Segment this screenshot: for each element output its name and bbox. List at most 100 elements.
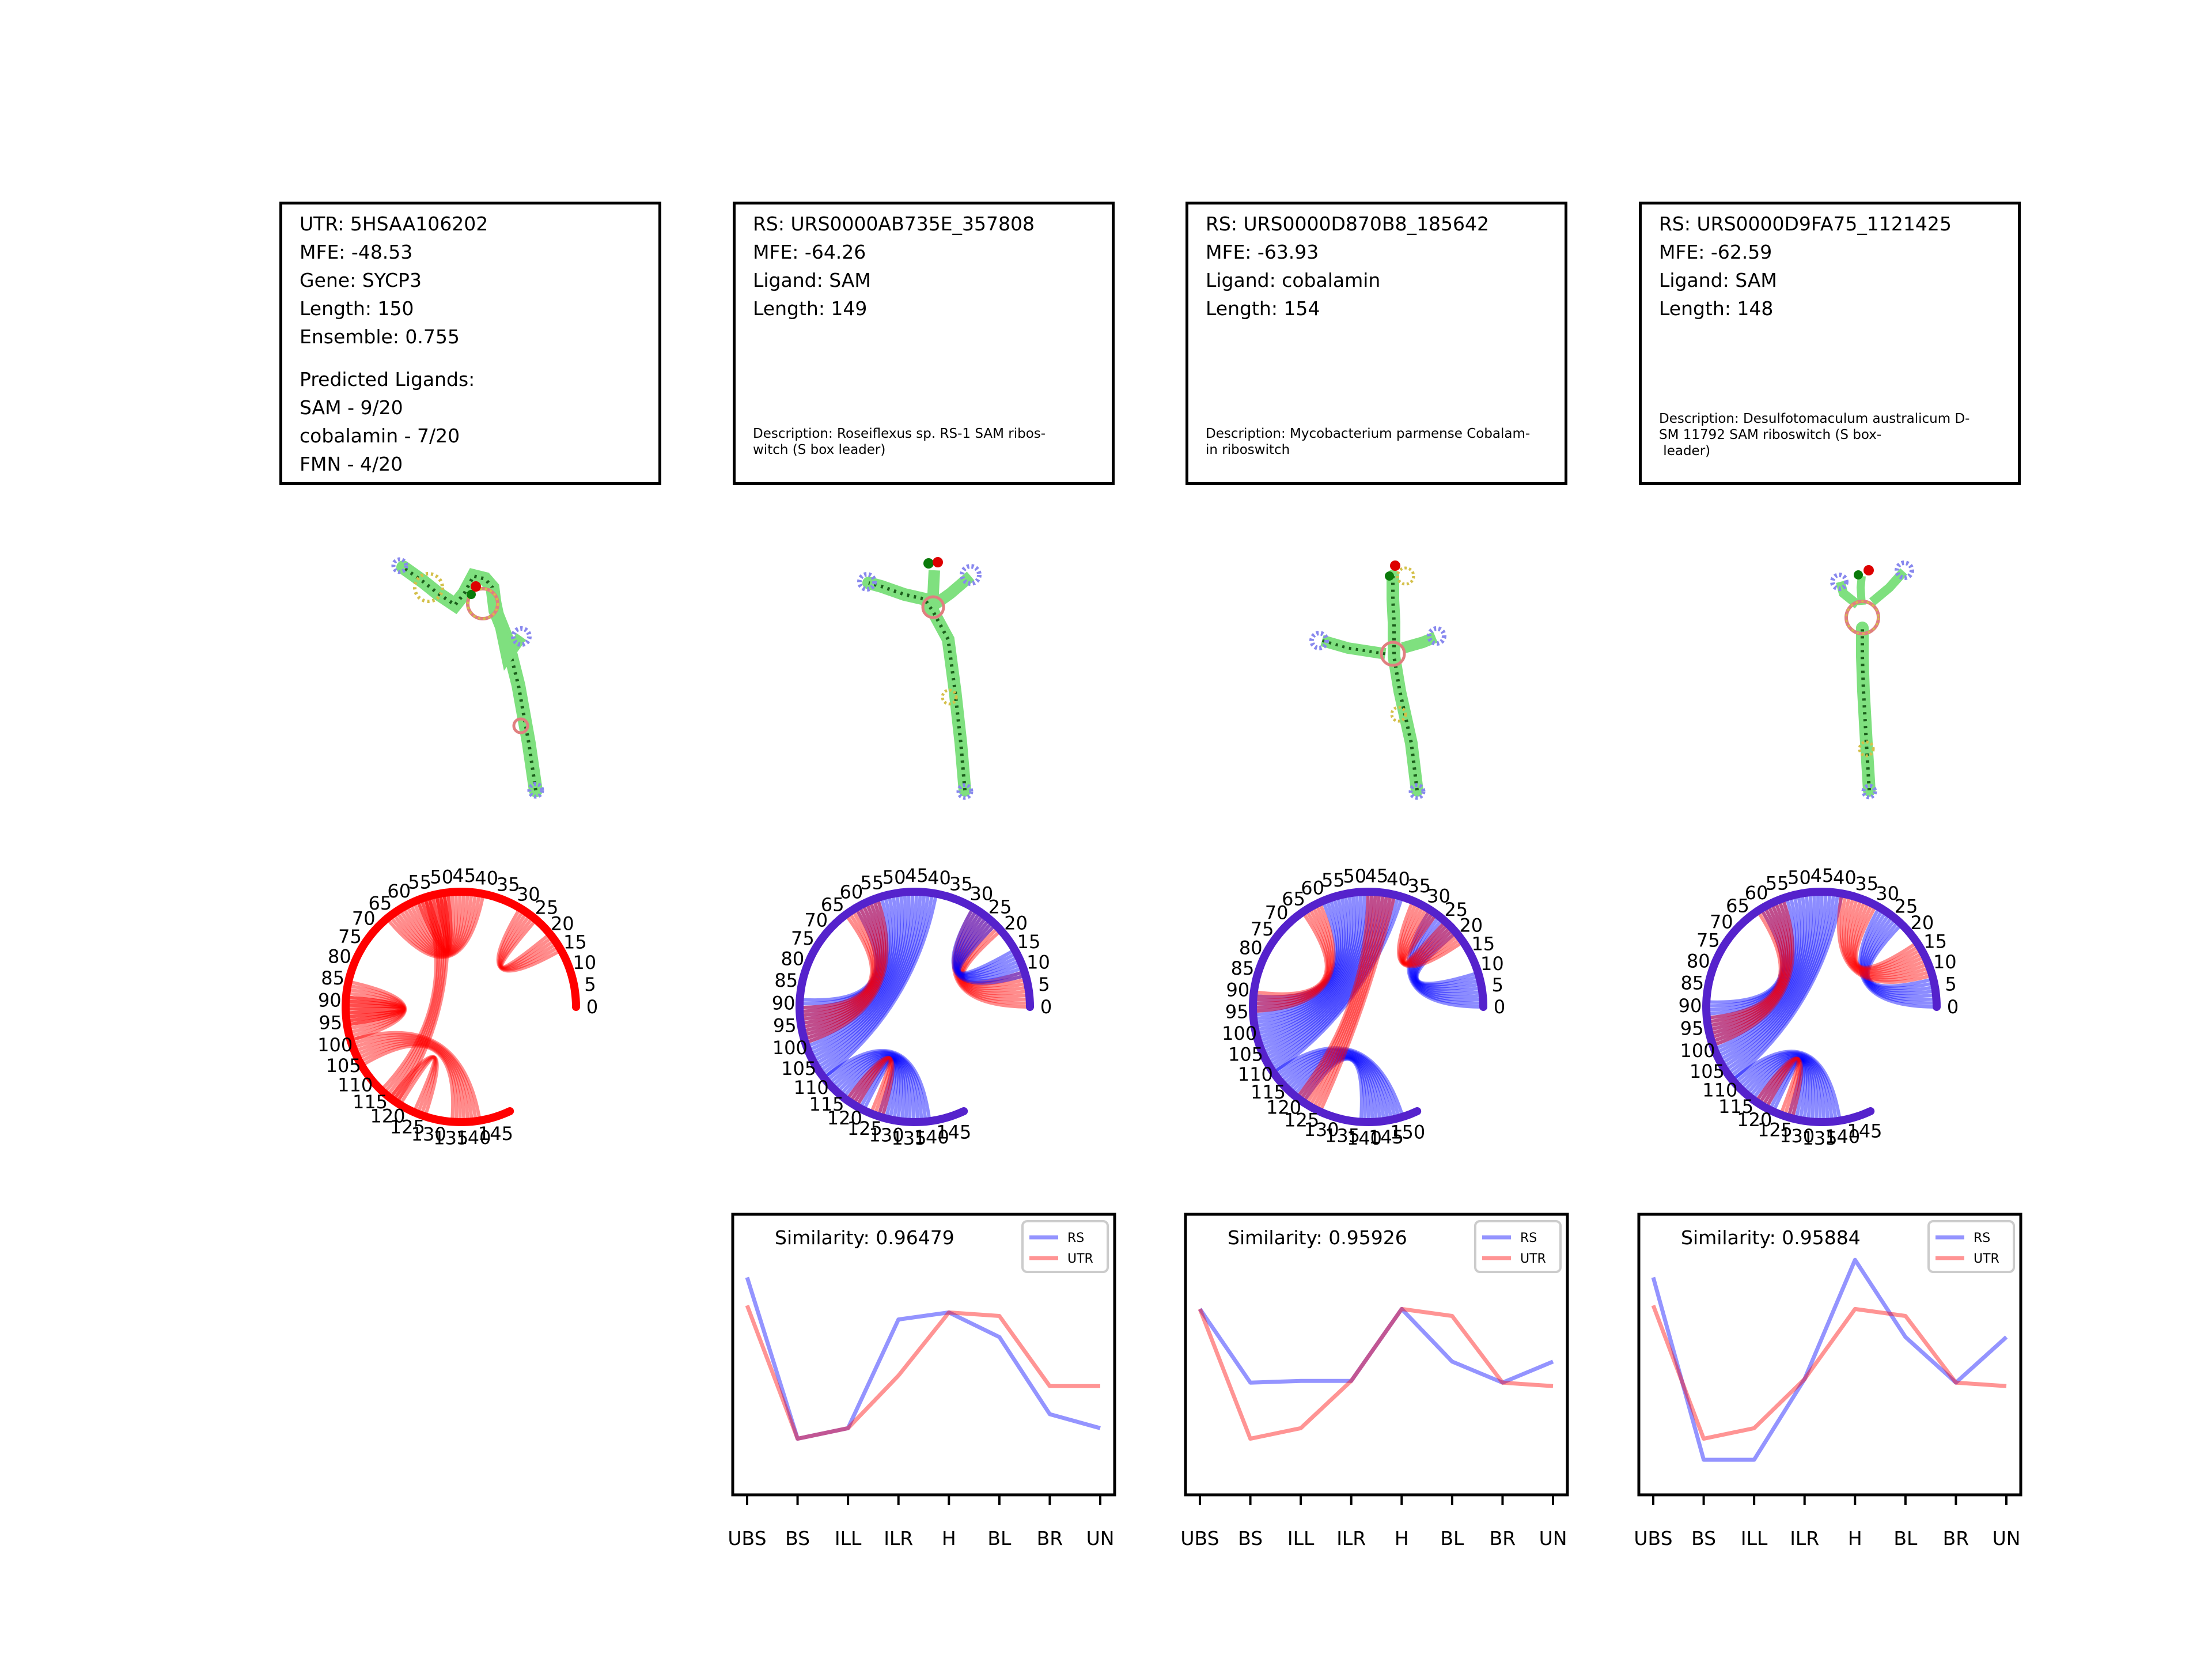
arc-tick-label: 70 [1265,902,1289,924]
base-pair-arc [1712,897,1795,1047]
series-line-rs [745,1277,1101,1441]
ligand-item: FMN - 4/20 [300,453,403,475]
arc-tick-label: 15 [563,931,587,953]
arc-diagram-1: 0510152025303540455055606570758085909510… [772,865,1052,1149]
base-pair-arc [398,1056,436,1113]
arc-tick-label: 0 [1494,996,1505,1018]
base-pair-arc [1754,1057,1812,1122]
base-pair-arc [1865,920,1935,990]
profile-chart-1: UBS BS ILL ILR H BL BR UN Similarity: 0.95926 RS U… [1180,1213,1569,1550]
legend-label: RS [1067,1231,1084,1245]
base-pair-arc [1253,905,1332,1006]
base-pair-arc [816,892,926,1070]
base-pair-arc [951,907,1027,985]
base-pair-arc [1256,891,1366,1040]
base-pair-arc [1298,892,1374,1101]
ligand-item: SAM - 9/20 [300,396,403,419]
x-tick-label: BR [1490,1527,1516,1550]
base-pair-arc [1862,912,1937,998]
base-pair-arc [1736,1052,1834,1122]
base-pair-arc [1709,895,1799,1036]
arc-tick-label: 40 [927,867,951,889]
base-pair-arc [1706,906,1785,1008]
x-tick-label: ILL [835,1527,862,1550]
arc-tick-label: 60 [840,881,863,903]
info-line: Ensemble: 0.755 [300,325,460,348]
arc-tick-label: 115 [353,1091,388,1113]
arc-tick-label: 35 [949,873,973,895]
base-pair-arc [346,995,406,1027]
base-pair-arc [1836,893,1933,984]
base-pair-arc [1709,902,1789,1036]
arc-tick-label: 125 [1284,1109,1319,1131]
x-tick-label: BS [1691,1527,1716,1550]
base-pair-arc [1272,896,1404,1074]
base-pair-arc [1414,928,1480,987]
arc-tick-label: 105 [1228,1044,1263,1066]
base-pair-arc [960,926,1027,986]
arc-tick-label: 0 [1040,996,1052,1018]
base-pair-arc [1710,894,1801,1040]
arc-tick-label: 65 [1282,888,1305,910]
base-pair-arc [804,893,901,1045]
legend-box [1474,1220,1562,1273]
arc-tick-label: 100 [1222,1022,1257,1044]
base-pair-arc [1270,895,1400,1071]
arc-tick-label: 65 [1726,895,1749,916]
base-pair-arc [1408,911,1483,1005]
info-line: Length: 149 [753,297,868,320]
arc-tick-label: 145 [1369,1126,1404,1148]
ligand-item: cobalamin - 7/20 [300,425,460,447]
base-pair-arc [1863,915,1936,995]
base-pair-arc [392,1055,438,1116]
base-pair-arc [855,1056,892,1115]
base-pair-arc [851,1056,892,1116]
arc-tick-label: 80 [328,946,351,968]
arc-tick-label: 110 [1702,1080,1737,1101]
base-pair-arc [1318,894,1397,1113]
arc-tick-label: 70 [804,910,828,931]
base-pair-arc [1284,1052,1386,1122]
arc-tick-label: 100 [772,1037,808,1059]
info-box-rs-2: RS: URS0000D870B8_185642 MFE: -63.93 Lig… [1185,202,1567,485]
base-pair-arc [345,1003,405,1019]
x-tick-label: BL [1893,1527,1918,1550]
base-pair-arc [497,909,560,972]
arc-tick-label: 50 [1343,865,1366,887]
base-pair-arc [1706,904,1787,1012]
base-pair-arc [855,1058,897,1119]
base-pair-arc [1252,895,1346,1013]
arc-tick-label: 20 [1911,912,1934,934]
base-pair-arc [1315,893,1393,1111]
base-pair-arc [800,911,875,1013]
base-pair-arc [1707,899,1793,1024]
arc-tick-label: 40 [1387,868,1410,890]
base-pair-arc [1266,893,1393,1065]
base-pair-arc [823,893,938,1080]
base-pair-arc [845,1055,895,1118]
arc-tick-label: 50 [430,866,453,888]
arc-tick-label: 65 [821,893,844,915]
base-pair-arc [1850,899,1925,973]
base-pair-arc [1771,1059,1804,1118]
arc-tick-label: 150 [1390,1121,1425,1143]
base-pair-arc [1712,893,1807,1047]
arc-tick-label: 80 [781,948,805,969]
arc-tick-label: 135 [891,1127,926,1149]
base-pair-arc [955,913,1022,980]
base-pair-arc [1864,918,1936,993]
arc-tick-label: 10 [573,952,596,974]
base-pair-arc [395,892,449,1104]
backbone-arc [342,887,580,1127]
arc-tick-label: 60 [1301,877,1324,899]
base-pair-arc [1742,1054,1826,1123]
arc-tick-label: 100 [1680,1040,1715,1062]
rna-structure-rs-1 [857,557,982,800]
arc-tick-label: 5 [1038,974,1050,995]
arc-tick-label: 95 [319,1012,342,1034]
base-pair-arc [499,914,556,970]
base-pair-arc [1707,897,1794,1028]
arc-tick-label: 60 [1745,882,1768,904]
info-line: MFE: -48.53 [300,241,413,263]
